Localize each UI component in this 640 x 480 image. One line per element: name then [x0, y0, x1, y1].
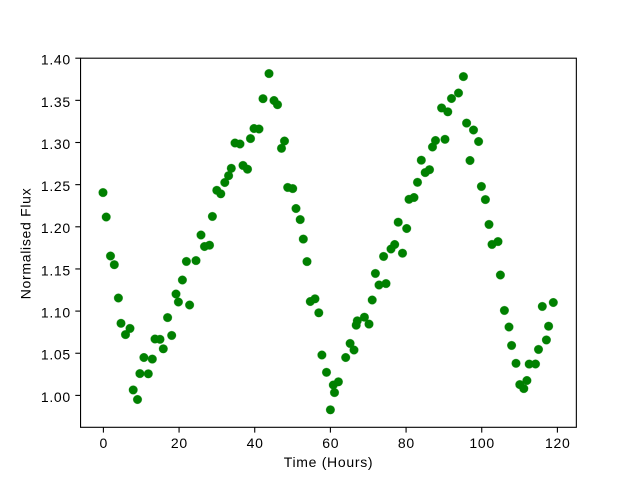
svg-text:80: 80 — [398, 435, 415, 451]
svg-text:1.35: 1.35 — [41, 94, 71, 110]
svg-text:1.40: 1.40 — [41, 52, 71, 68]
svg-text:20: 20 — [171, 435, 188, 451]
svg-text:100: 100 — [469, 435, 494, 451]
svg-text:1.20: 1.20 — [41, 220, 71, 236]
svg-text:1.30: 1.30 — [41, 136, 71, 152]
svg-text:40: 40 — [247, 435, 264, 451]
svg-text:60: 60 — [322, 435, 339, 451]
svg-text:Normalised Flux: Normalised Flux — [17, 188, 33, 300]
svg-text:1.00: 1.00 — [41, 389, 71, 405]
svg-text:Time (Hours): Time (Hours) — [284, 454, 374, 470]
svg-text:1.10: 1.10 — [41, 305, 71, 321]
svg-text:1.05: 1.05 — [41, 347, 71, 363]
svg-text:0: 0 — [100, 435, 109, 451]
svg-text:1.25: 1.25 — [41, 178, 71, 194]
svg-text:120: 120 — [545, 435, 570, 451]
svg-text:1.15: 1.15 — [41, 262, 71, 278]
